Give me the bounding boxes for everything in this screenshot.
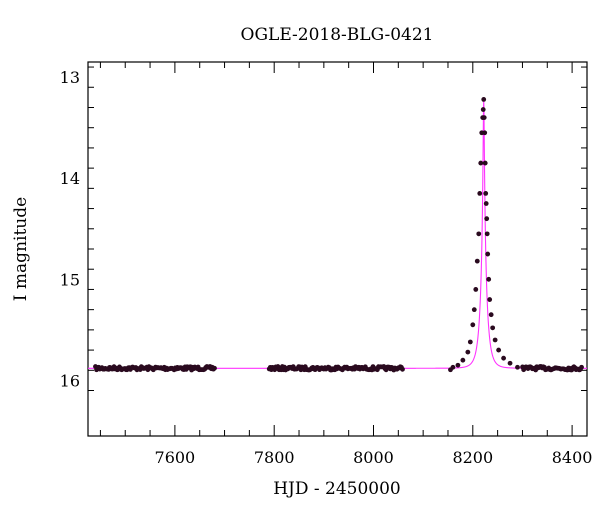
- data-point: [487, 297, 493, 302]
- x-tick-label: 8200: [452, 448, 493, 467]
- x-tick-label: 7600: [155, 448, 196, 467]
- data-point: [473, 287, 479, 292]
- data-point: [474, 258, 480, 264]
- data-point: [477, 191, 483, 196]
- chart-title: OGLE-2018-BLG-0421: [241, 25, 434, 45]
- data-point: [478, 160, 484, 166]
- data-point: [460, 357, 466, 363]
- model-curve: [88, 99, 587, 369]
- y-tick-label: 15: [60, 270, 80, 289]
- y-tick-label: 14: [60, 169, 80, 188]
- x-axis-ticks: 7600 7800 8000 8200 8400: [99, 62, 593, 467]
- data-point: [501, 355, 506, 361]
- x-tick-label: 7800: [254, 448, 295, 467]
- y-axis-label: I magnitude: [11, 197, 31, 301]
- data-point: [465, 349, 471, 355]
- data-point: [496, 347, 502, 353]
- data-point: [467, 339, 473, 345]
- data-point: [492, 337, 498, 343]
- data-points: [93, 97, 584, 373]
- data-point: [483, 191, 489, 196]
- data-point: [471, 307, 477, 313]
- y-tick-label: 13: [60, 68, 80, 87]
- data-point: [470, 322, 476, 328]
- y-tick-label: 16: [60, 371, 80, 390]
- data-point: [579, 364, 584, 370]
- data-point: [212, 365, 217, 371]
- data-point: [483, 201, 489, 206]
- data-point: [515, 364, 520, 370]
- x-tick-label: 8000: [353, 448, 394, 467]
- data-point: [481, 97, 487, 102]
- data-point: [481, 115, 487, 120]
- data-point: [490, 325, 496, 331]
- y-axis-ticks: 13 14 15 16: [60, 66, 587, 392]
- data-point: [485, 251, 491, 257]
- data-point: [484, 216, 490, 222]
- data-point: [450, 364, 456, 370]
- data-point: [507, 360, 513, 366]
- data-point: [488, 312, 494, 318]
- data-point: [482, 160, 488, 166]
- x-axis-label: HJD - 2450000: [273, 479, 401, 499]
- data-point: [482, 130, 488, 136]
- data-point: [476, 231, 482, 237]
- data-point: [455, 362, 461, 368]
- data-point: [484, 231, 490, 237]
- data-point: [400, 366, 405, 372]
- plot-frame: [87, 61, 588, 437]
- data-point: [480, 107, 486, 112]
- data-point: [486, 276, 492, 282]
- x-tick-label: 8400: [552, 448, 593, 467]
